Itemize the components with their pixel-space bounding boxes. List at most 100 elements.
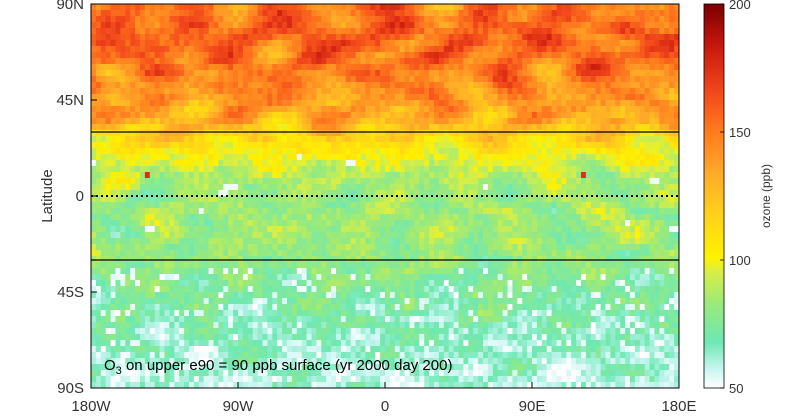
- heatmap-cell: [316, 10, 322, 17]
- heatmap-cell: [144, 4, 151, 11]
- heatmap-cell: [492, 148, 499, 155]
- heatmap-cell: [605, 22, 611, 29]
- heatmap-cell: [615, 82, 621, 89]
- heatmap-cell: [600, 118, 606, 125]
- heatmap-cell: [340, 178, 347, 185]
- heatmap-cell: [483, 58, 489, 65]
- heatmap-cell: [443, 220, 450, 227]
- heatmap-cell: [389, 244, 396, 251]
- heatmap-cell: [434, 226, 440, 233]
- heatmap-cell: [453, 118, 459, 125]
- heatmap-cell: [174, 130, 180, 137]
- heatmap-cell: [639, 232, 646, 239]
- heatmap-cell: [556, 88, 562, 95]
- heatmap-cell: [438, 124, 445, 131]
- heatmap-cell: [375, 196, 381, 203]
- heatmap-cell: [453, 226, 459, 233]
- heatmap-cell: [321, 244, 327, 251]
- heatmap-cell: [360, 142, 366, 149]
- heatmap-cell: [497, 136, 503, 143]
- heatmap-cell: [193, 46, 200, 53]
- heatmap-cell: [409, 16, 415, 23]
- heatmap-cell: [532, 244, 538, 251]
- heatmap-cell: [561, 148, 567, 155]
- heatmap-cell: [242, 136, 249, 143]
- heatmap-cell: [654, 226, 660, 233]
- heatmap-cell: [546, 166, 552, 173]
- heatmap-cell: [316, 118, 322, 125]
- heatmap-cell: [654, 112, 660, 119]
- heatmap-cell: [541, 10, 548, 17]
- heatmap-cell: [610, 118, 616, 125]
- heatmap-cell: [527, 76, 533, 83]
- heatmap-cell: [208, 238, 214, 245]
- heatmap-cell: [610, 220, 616, 227]
- heatmap-cell: [208, 196, 214, 203]
- heatmap-cell: [350, 148, 356, 155]
- heatmap-cell: [394, 160, 401, 167]
- heatmap-cell: [257, 52, 263, 59]
- heatmap-cell: [517, 52, 523, 59]
- heatmap-cell: [595, 160, 601, 167]
- heatmap-cell: [140, 178, 146, 185]
- heatmap-cell: [414, 250, 420, 257]
- heatmap-cell: [478, 94, 484, 101]
- heatmap-cell: [581, 238, 587, 245]
- heatmap-cell: [326, 70, 332, 77]
- heatmap-cell: [429, 112, 435, 119]
- heatmap-cell: [233, 22, 239, 29]
- heatmap-cell: [478, 220, 484, 227]
- heatmap-cell: [512, 172, 518, 179]
- heatmap-cell: [404, 58, 410, 65]
- heatmap-cell: [169, 202, 175, 209]
- heatmap-cell: [522, 22, 528, 29]
- heatmap-cell: [380, 238, 386, 245]
- heatmap-cell: [478, 16, 484, 23]
- heatmap-cell: [478, 70, 484, 77]
- heatmap-cell: [409, 94, 415, 101]
- heatmap-cell: [414, 208, 420, 215]
- heatmap-cell: [517, 10, 523, 17]
- heatmap-cell: [115, 136, 121, 143]
- heatmap-cell: [257, 100, 263, 107]
- heatmap-cell: [536, 4, 543, 11]
- heatmap-cell: [272, 16, 278, 23]
- heatmap-cell: [282, 220, 288, 227]
- heatmap-cell: [522, 100, 528, 107]
- heatmap-cell: [522, 58, 528, 65]
- heatmap-cell: [512, 130, 518, 137]
- heatmap-cell: [115, 238, 121, 245]
- heatmap-cell: [218, 226, 224, 233]
- heatmap-cell: [140, 40, 146, 47]
- heatmap-cell: [497, 22, 503, 29]
- heatmap-cell: [277, 214, 283, 221]
- heatmap-cell: [585, 94, 592, 101]
- heatmap-cell: [487, 148, 494, 155]
- heatmap-cell: [458, 172, 464, 179]
- heatmap-cell: [154, 220, 160, 227]
- heatmap-cell: [238, 220, 244, 227]
- heatmap-cell: [316, 136, 322, 143]
- heatmap-cell: [360, 136, 366, 143]
- heatmap-cell: [228, 172, 234, 179]
- heatmap-cell: [272, 172, 278, 179]
- heatmap-cell: [203, 100, 209, 107]
- heatmap-cell: [576, 112, 582, 119]
- heatmap-cell: [257, 142, 263, 149]
- heatmap-cell: [551, 88, 557, 95]
- heatmap-cell: [311, 106, 317, 113]
- heatmap-cell: [605, 106, 611, 113]
- heatmap-cell: [512, 166, 518, 173]
- heatmap-cell: [91, 76, 97, 83]
- heatmap-cell: [429, 184, 435, 191]
- heatmap-cell: [345, 136, 352, 143]
- heatmap-cell: [340, 100, 347, 107]
- heatmap-cell: [184, 142, 190, 149]
- heatmap-cell: [301, 64, 307, 71]
- heatmap-cell: [115, 124, 121, 131]
- heatmap-cell: [154, 166, 160, 173]
- heatmap-cell: [95, 148, 102, 155]
- heatmap-cell: [512, 28, 518, 35]
- heatmap-cell: [218, 106, 224, 113]
- heatmap-cell: [438, 46, 445, 53]
